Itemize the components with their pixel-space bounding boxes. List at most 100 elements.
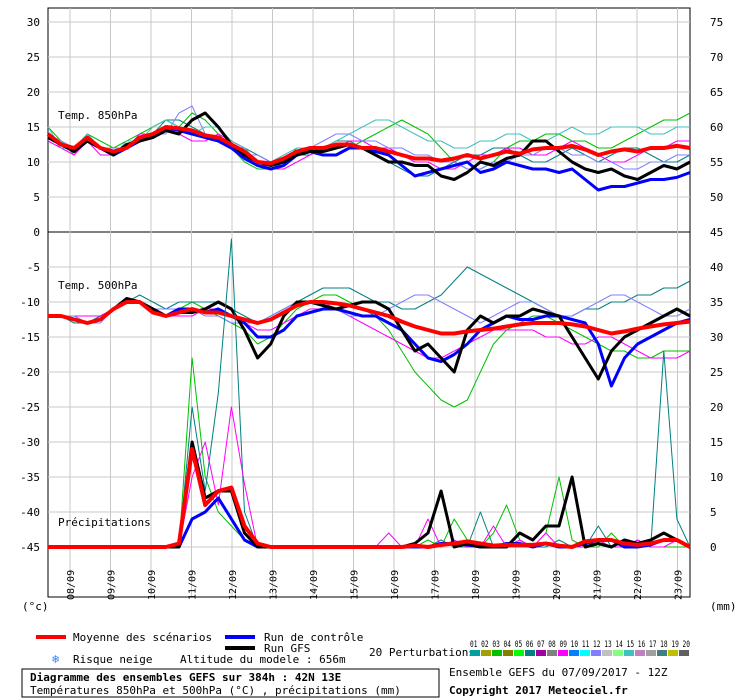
tick-right-bottom: 30 <box>710 331 723 344</box>
tick-right-top: 70 <box>710 51 723 64</box>
copyright: Copyright 2017 Meteociel.fr <box>449 684 628 697</box>
tick-x: 08/09 <box>66 570 77 600</box>
snowflake-icon: ❄ <box>52 652 59 666</box>
tick-left: -10 <box>20 296 40 309</box>
tick-left: 20 <box>27 86 40 99</box>
tick-x: 10/09 <box>147 570 158 600</box>
tick-x: 11/09 <box>188 570 199 600</box>
tick-left: -35 <box>20 471 40 484</box>
axis-ticks: 302520151050-5-10-15-20-25-30-35-40-4575… <box>20 16 723 600</box>
tick-right-bottom: 20 <box>710 401 723 414</box>
tick-x: 12/09 <box>228 570 239 600</box>
temp850-mean-line <box>46 125 691 166</box>
perturb-swatch <box>624 650 634 656</box>
perturb-swatch <box>547 650 557 656</box>
perturb-swatch <box>492 650 502 656</box>
tick-x: 16/09 <box>390 570 401 600</box>
footer-box <box>21 668 440 698</box>
tick-right-bottom: 45 <box>710 226 723 239</box>
tick-x: 14/09 <box>309 570 320 600</box>
top-panel-frame <box>47 7 691 233</box>
tick-left: -15 <box>20 331 40 344</box>
legend-control-label: Run de contrôle <box>264 631 363 644</box>
perturb-swatch <box>514 650 524 656</box>
perturb-swatch <box>591 650 601 656</box>
tick-right-bottom: 0 <box>710 541 717 554</box>
tick-right-bottom: 15 <box>710 436 723 449</box>
legend-altitude-label: Altitude du modele : 656m <box>180 653 346 666</box>
perturb-swatch <box>558 650 568 656</box>
tick-left: 5 <box>33 191 40 204</box>
tick-left: 30 <box>27 16 40 29</box>
temp500-mean-line <box>48 300 691 336</box>
tick-right-bottom: 25 <box>710 366 723 379</box>
tick-right-bottom: 10 <box>710 471 723 484</box>
tick-left: -45 <box>20 541 40 554</box>
tick-right-top: 65 <box>710 86 723 99</box>
tick-left: 25 <box>27 51 40 64</box>
tick-left: 0 <box>33 226 40 239</box>
footer-subtitle: Températures 850hPa et 500hPa (°C) , pré… <box>30 684 401 697</box>
temp850-perturbation-line <box>47 119 690 163</box>
perturb-swatch <box>481 650 491 656</box>
perturb-swatch <box>470 650 480 656</box>
panel-label-precip: Précipitations <box>58 516 151 529</box>
legend-perturb-numbers: 01 02 03 04 05 06 07 08 09 10 11 12 13 1… <box>470 640 690 650</box>
perturb-swatch <box>635 650 645 656</box>
precip-gfs-line <box>48 440 691 549</box>
perturb-swatch <box>602 650 612 656</box>
panel-label-850: Temp. 850hPa <box>58 109 137 122</box>
footer-title: Diagramme des ensembles GEFS sur 384h : … <box>30 671 341 684</box>
tick-right-top: 75 <box>710 16 723 29</box>
perturb-swatch <box>580 650 590 656</box>
temp850-gfs-line <box>47 111 691 181</box>
perturb-swatch <box>503 650 513 656</box>
perturb-swatch <box>679 650 689 656</box>
panel-label-500: Temp. 500hPa <box>58 279 137 292</box>
bottom-panel-frame <box>47 231 691 598</box>
run-info: Ensemble GEFS du 07/09/2017 - 12Z <box>449 666 668 679</box>
legend-perturb-swatches <box>470 650 689 656</box>
tick-left: -40 <box>20 506 40 519</box>
tick-right-top: 60 <box>710 121 723 134</box>
tick-x: 18/09 <box>471 570 482 600</box>
tick-x: 22/09 <box>633 570 644 600</box>
tick-left: -30 <box>20 436 40 449</box>
tick-left: 15 <box>27 121 40 134</box>
tick-x: 21/09 <box>593 570 604 600</box>
tick-left: -20 <box>20 366 40 379</box>
series-group <box>46 105 691 549</box>
tick-right-bottom: 35 <box>710 296 723 309</box>
tick-left: -5 <box>27 261 40 274</box>
right-unit: (mm) <box>710 600 737 613</box>
precip-perturbation-line <box>48 238 691 548</box>
tick-x: 15/09 <box>350 570 361 600</box>
temp500-gfs-line <box>48 297 691 381</box>
tick-left: 10 <box>27 156 40 169</box>
legend-gfs-label: Run GFS <box>264 642 310 655</box>
tick-x: 17/09 <box>431 570 442 600</box>
perturb-swatch <box>646 650 656 656</box>
tick-right-bottom: 5 <box>710 506 717 519</box>
precip-mean-line <box>48 447 691 549</box>
tick-right-bottom: 40 <box>710 261 723 274</box>
tick-x: 23/09 <box>674 570 685 600</box>
tick-right-top: 50 <box>710 191 723 204</box>
legend-mean-label: Moyenne des scénarios <box>73 631 212 644</box>
perturb-swatch <box>569 650 579 656</box>
legend-perturb-label: 20 Perturbations <box>369 646 475 659</box>
left-unit: (°c) <box>22 600 49 613</box>
perturb-swatch <box>525 650 535 656</box>
tick-x: 19/09 <box>512 570 523 600</box>
perturb-swatch <box>536 650 546 656</box>
tick-right-top: 55 <box>710 156 723 169</box>
tick-x: 13/09 <box>269 570 280 600</box>
perturb-swatch <box>668 650 678 656</box>
tick-x: 09/09 <box>107 570 118 600</box>
perturb-swatch <box>613 650 623 656</box>
tick-x: 20/09 <box>552 570 563 600</box>
legend-snow-label: Risque neige <box>73 653 152 666</box>
tick-left: -25 <box>20 401 40 414</box>
perturb-swatch <box>657 650 667 656</box>
